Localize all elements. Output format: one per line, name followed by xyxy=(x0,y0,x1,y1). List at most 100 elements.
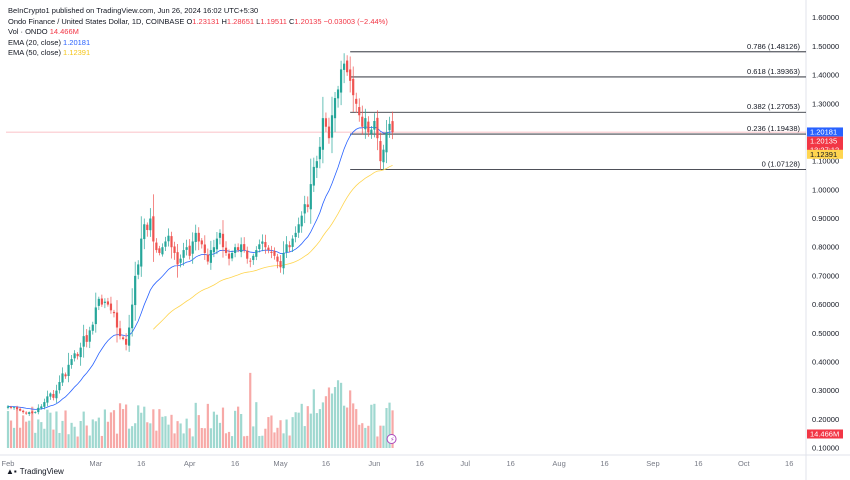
candle-body-53 xyxy=(167,235,170,242)
candle-body-112 xyxy=(346,60,349,73)
candle-body-50 xyxy=(158,248,161,253)
candle-body-23 xyxy=(76,353,79,357)
y-tick-label-9: 0.70000 xyxy=(812,271,839,280)
volume-bar-73 xyxy=(227,431,231,448)
volume-bar-51 xyxy=(161,416,164,448)
x-tick-label-16: 16 xyxy=(785,459,793,468)
volume-bar-8 xyxy=(31,406,34,448)
volume-bar-26 xyxy=(85,425,88,448)
volume-bar-64 xyxy=(200,427,203,448)
candle-body-32 xyxy=(103,301,106,303)
candle-body-104 xyxy=(321,118,325,150)
volume-bar-90 xyxy=(279,420,282,448)
volume-bar-65 xyxy=(203,428,206,448)
volume-bar-105 xyxy=(324,396,328,448)
ohlc-close-label: C xyxy=(288,16,295,26)
volume-bar-87 xyxy=(270,415,273,448)
volume-bar-111 xyxy=(343,405,346,448)
volume-bar-28 xyxy=(91,419,94,448)
candle-body-25 xyxy=(82,336,85,347)
volume-bar-17 xyxy=(58,432,61,448)
volume-bar-14 xyxy=(49,412,52,448)
candle-body-26 xyxy=(85,335,88,342)
candle-body-105 xyxy=(324,118,328,127)
price-tag-label-2: 1.12391 xyxy=(810,150,837,159)
volume-bar-60 xyxy=(188,428,191,448)
volume-bar-81 xyxy=(252,426,255,448)
volume-bar-13 xyxy=(46,409,49,448)
candle-body-62 xyxy=(194,232,197,242)
fib-label-1: 0.618 (1.39363) xyxy=(747,67,800,76)
candle-body-93 xyxy=(288,245,291,248)
y-tick-label-1: 1.50000 xyxy=(812,42,839,51)
candle-body-43 xyxy=(137,264,140,275)
volume-bar-43 xyxy=(137,405,140,448)
candle-body-92 xyxy=(285,244,288,253)
ohlc-open: 1.23131 xyxy=(192,16,220,26)
candle-body-22 xyxy=(73,353,76,359)
volume-bar-4 xyxy=(19,427,22,448)
volume-bar-123 xyxy=(379,425,382,448)
volume-bar-10 xyxy=(37,419,40,448)
ema50-legend: EMA (50, close) 1.12391 xyxy=(8,48,388,59)
candle-body-74 xyxy=(230,252,234,259)
candle-body-11 xyxy=(40,406,43,409)
price-tag-label-3: 14.466M xyxy=(810,430,839,439)
candle-body-58 xyxy=(182,250,185,258)
volume-bar-57 xyxy=(179,423,182,448)
volume-bar-32 xyxy=(103,409,106,448)
volume-bar-1 xyxy=(9,420,13,448)
candle-body-45 xyxy=(143,224,146,240)
volume-bar-109 xyxy=(336,380,340,448)
candle-body-2 xyxy=(12,407,16,409)
volume-bar-42 xyxy=(134,423,137,448)
volume-bar-62 xyxy=(194,402,197,448)
candle-body-29 xyxy=(94,307,97,325)
tradingview-brand: TradingView xyxy=(19,467,64,476)
y-tick-label-12: 0.40000 xyxy=(812,357,839,366)
candle-body-118 xyxy=(364,118,367,130)
volume-bar-107 xyxy=(330,393,334,448)
ema20-label: EMA (20, close) xyxy=(8,37,61,47)
x-tick-label-4: 16 xyxy=(231,459,239,468)
volume-bar-20 xyxy=(67,434,70,448)
volume-bar-24 xyxy=(79,421,82,448)
ohlc-low-label: L xyxy=(256,16,261,26)
candle-body-89 xyxy=(276,256,279,262)
candle-body-15 xyxy=(52,393,55,398)
price-change: −0.03003 (−2.44%) xyxy=(323,16,388,26)
candle-body-21 xyxy=(70,359,73,365)
volume-bar-41 xyxy=(131,426,134,448)
x-tick-label-7: Jun xyxy=(368,459,380,468)
volume-bar-94 xyxy=(291,417,294,448)
tradingview-logo-icon: ▲▪ xyxy=(6,467,17,476)
x-tick-label-6: 16 xyxy=(322,459,330,468)
ema50-value: 1.12391 xyxy=(63,48,91,57)
price-tag-label-0: 1.20181 xyxy=(810,128,837,137)
candle-body-125 xyxy=(385,132,388,153)
candle-body-38 xyxy=(121,337,125,339)
volume-bar-92 xyxy=(285,419,288,448)
volume-bar-12 xyxy=(43,428,46,448)
ema20-legend: EMA (20, close) 1.20181 xyxy=(8,38,388,49)
candle-body-24 xyxy=(79,347,82,358)
candle-body-17 xyxy=(58,382,61,391)
candle-body-4 xyxy=(19,408,22,411)
tradingview-footer[interactable]: ▲▪ TradingView xyxy=(6,467,64,476)
candle-body-19 xyxy=(64,374,67,377)
fib-label-0: 0.786 (1.48126) xyxy=(747,42,800,51)
volume-bar-75 xyxy=(234,410,237,448)
volume-legend: Vol · ONDO 14.466M xyxy=(8,27,388,38)
volume-bar-38 xyxy=(121,409,125,448)
volume-bar-34 xyxy=(109,412,113,448)
volume-bar-127 xyxy=(391,410,394,448)
ohlc-close: 1.20135 xyxy=(294,16,322,26)
volume-bar-47 xyxy=(149,423,152,448)
y-tick-label-14: 0.20000 xyxy=(812,415,839,424)
volume-bar-93 xyxy=(288,435,291,448)
volume-bar-114 xyxy=(352,403,355,448)
candle-body-39 xyxy=(124,338,128,345)
volume-bar-126 xyxy=(388,402,391,448)
candle-body-8 xyxy=(31,411,34,414)
